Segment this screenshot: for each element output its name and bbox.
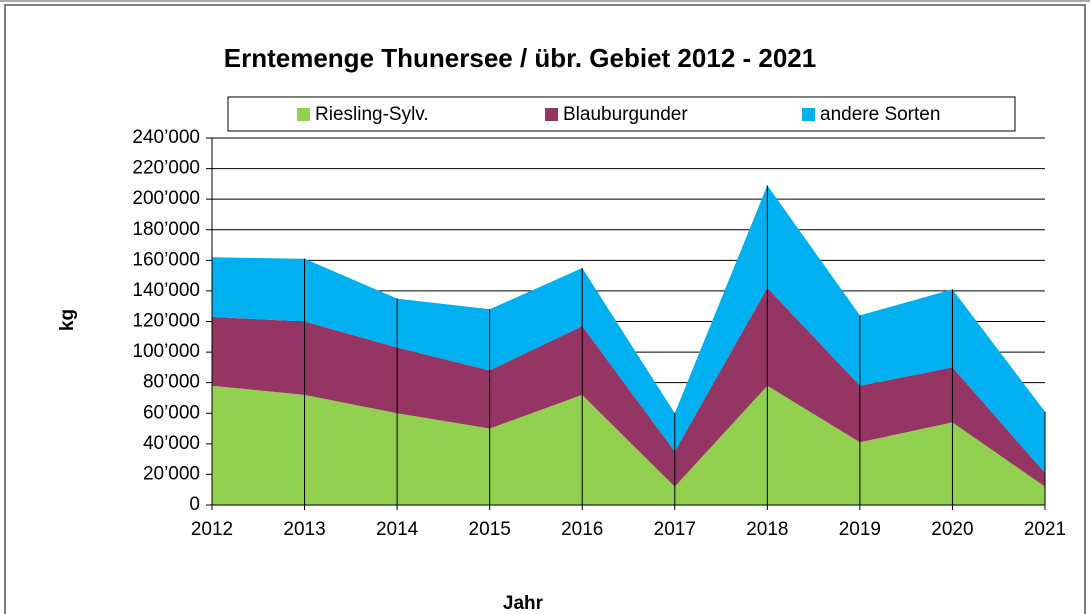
y-tick-label: 160’000 [132, 249, 200, 270]
x-tick-label: 2017 [654, 519, 696, 540]
legend-box [227, 96, 1016, 132]
x-tick-label: 2020 [931, 519, 973, 540]
legend-swatch [545, 108, 558, 121]
x-tick-label: 2013 [283, 519, 325, 540]
y-tick-label: 100’000 [132, 341, 200, 362]
y-tick-label: 120’000 [132, 311, 200, 332]
y-tick-label: 20’000 [143, 463, 200, 484]
x-tick-label: 2016 [561, 519, 603, 540]
y-tick-label: 80’000 [143, 372, 200, 393]
legend-label: andere Sorten [820, 104, 940, 125]
x-tick-label: 2014 [376, 519, 419, 540]
area [212, 385, 1045, 505]
x-axis-label: Jahr [503, 593, 544, 614]
y-tick-label: 200’000 [132, 188, 200, 209]
y-axis-label: kg [57, 309, 78, 331]
y-tick-label: 140’000 [132, 280, 200, 301]
legend-swatch [802, 108, 815, 121]
y-tick-label: 220’000 [132, 158, 200, 179]
area [212, 185, 1045, 473]
y-tick-label: 0 [189, 494, 200, 515]
x-tick-label: 2012 [191, 519, 233, 540]
x-tick-label: 2021 [1024, 519, 1066, 540]
chart-title: Erntemenge Thunersee / übr. Gebiet 2012 … [224, 43, 816, 73]
x-tick-label: 2018 [746, 519, 788, 540]
chart-frame [4, 4, 1086, 614]
legend-label: Blauburgunder [563, 104, 688, 125]
legend-label: Riesling-Sylv. [315, 104, 429, 125]
x-tick-label: 2019 [839, 519, 881, 540]
y-tick-label: 40’000 [143, 433, 200, 454]
y-tick-label: 60’000 [143, 402, 200, 423]
legend-swatch [297, 108, 310, 121]
area [212, 287, 1045, 487]
y-tick-label: 180’000 [132, 219, 200, 240]
y-tick-label: 240’000 [132, 127, 200, 148]
x-tick-label: 2015 [469, 519, 511, 540]
